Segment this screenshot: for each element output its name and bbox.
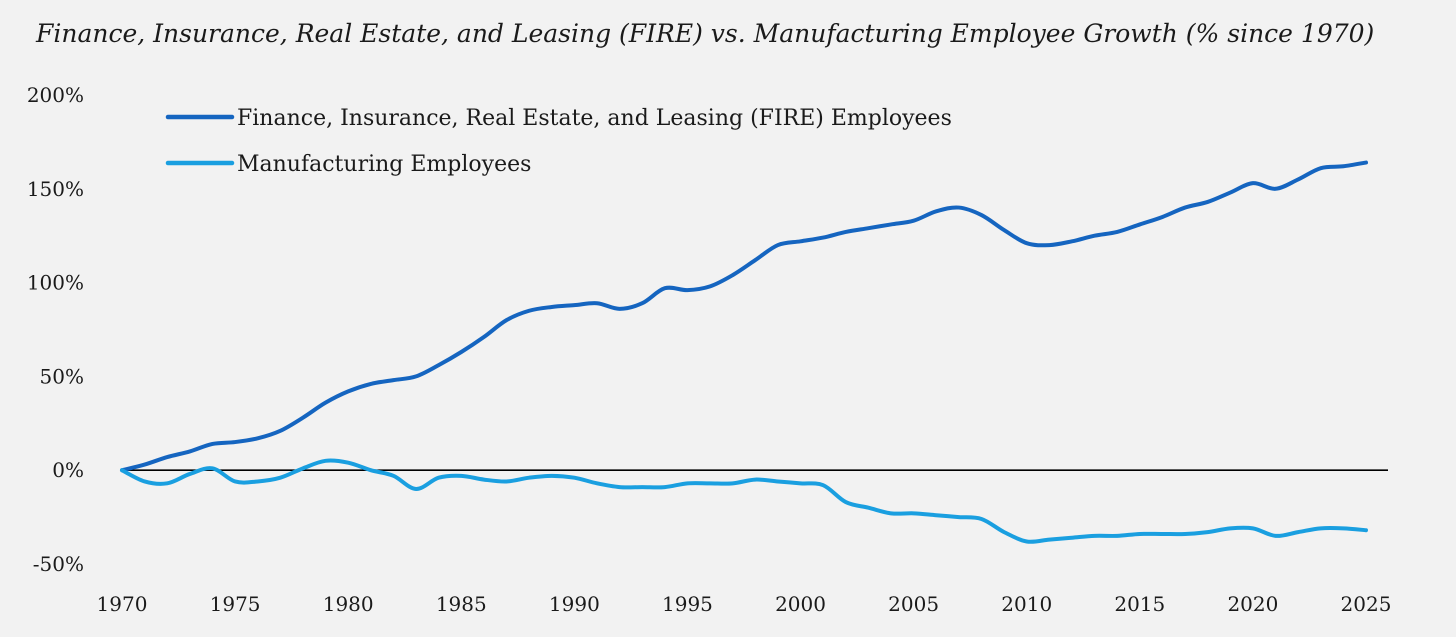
x-tick-label: 2000 [775,592,826,616]
y-tick-label: 100% [27,271,84,295]
x-tick-label: 2025 [1341,592,1392,616]
chart-title: Finance, Insurance, Real Estate, and Lea… [35,19,1374,48]
x-tick-label: 1985 [436,592,487,616]
x-tick-label: 1975 [210,592,261,616]
x-tick-label: 1990 [549,592,600,616]
x-tick-label: 2015 [1114,592,1165,616]
x-tick-label: 1995 [662,592,713,616]
y-tick-label: 0% [52,458,84,482]
x-tick-label: 1970 [97,592,148,616]
y-tick-label: -50% [33,552,84,576]
x-tick-label: 2020 [1227,592,1278,616]
series-layer [120,160,1368,544]
y-axis: 200% 150% 100% 50% 0% -50% [27,83,84,576]
x-tick-label: 2005 [888,592,939,616]
legend-label: Finance, Insurance, Real Estate, and Lea… [237,106,952,131]
y-tick-label: 200% [27,83,84,107]
legend-label: Manufacturing Employees [237,152,531,177]
y-tick-label: 150% [27,177,84,201]
legend: Finance, Insurance, Real Estate, and Lea… [165,106,952,177]
series-line-manufacturing [120,458,1368,544]
series-line-fire [120,160,1368,473]
x-tick-label: 2010 [1001,592,1052,616]
y-tick-label: 50% [40,364,84,388]
x-axis: 1970 1975 1980 1985 1990 1995 2000 2005 2010 2015… [97,592,1392,616]
x-tick-label: 1980 [323,592,374,616]
